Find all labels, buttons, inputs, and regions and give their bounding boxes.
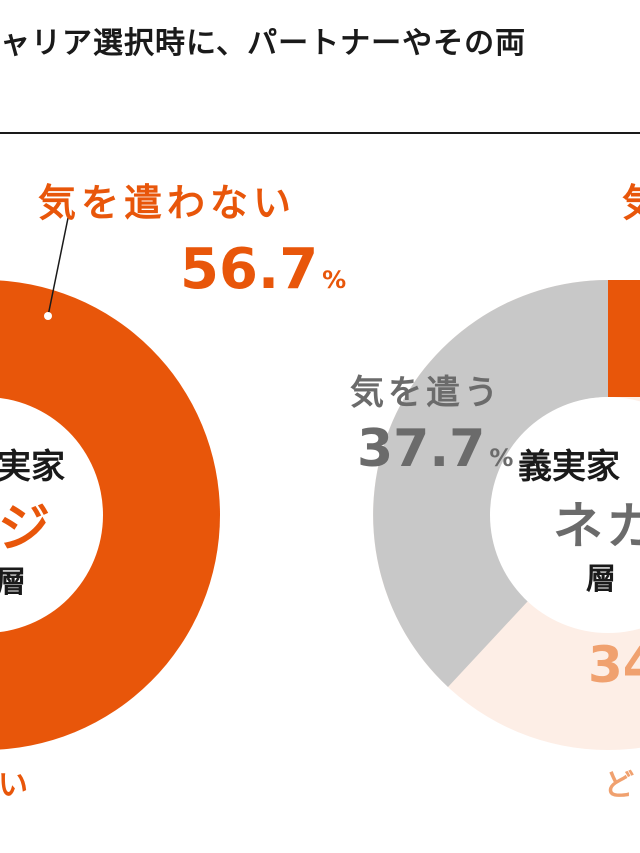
title-bar: ャリア選択時に、パートナーやその両 [0, 0, 640, 134]
bottom-fragment-left: い [0, 768, 28, 803]
slice-label-left: 気を遣わない [38, 181, 296, 225]
slice-value-unit-right: % [489, 444, 513, 472]
bottom-fragment-right: ど [604, 768, 634, 803]
slice-value-number-right: 37.7 [357, 419, 485, 479]
page-title: ャリア選択時に、パートナーやその両 [0, 26, 527, 61]
slice-label-right: 気を遣う [350, 373, 502, 413]
slice-value-number-left: 56.7 [180, 237, 318, 302]
slice-gray-right [373, 280, 608, 687]
slice-value-unit-left: % [322, 266, 346, 294]
top-fragment-right: 気 [622, 181, 640, 225]
center-line1-left: 実家 [0, 447, 65, 487]
slice-value-right: 37.7% [357, 419, 513, 479]
slice-value-pale-right: 34 [588, 636, 640, 694]
chart-right: 気を遣う 37.7% 義実家 ネガ 層 34 気 ど [350, 181, 640, 803]
donut-hole-left [0, 397, 103, 633]
center-line2-left: ジ [0, 499, 50, 559]
center-line2-right: ネガ [553, 497, 640, 555]
center-line1-right: 義実家 [518, 447, 620, 487]
slice-value-left: 56.7% [180, 237, 346, 302]
center-line3-right: 層 [586, 562, 616, 597]
slice-orange-right [608, 280, 640, 397]
donut-ring-left [0, 280, 220, 750]
leader-dot-left [44, 312, 52, 320]
chart-left: 気を遣わない 56.7% 実家 ジ 層 い [0, 181, 346, 803]
center-line3-left: 層 [0, 565, 26, 600]
donut-hole-right [490, 397, 640, 633]
leader-line-left [47, 217, 69, 317]
